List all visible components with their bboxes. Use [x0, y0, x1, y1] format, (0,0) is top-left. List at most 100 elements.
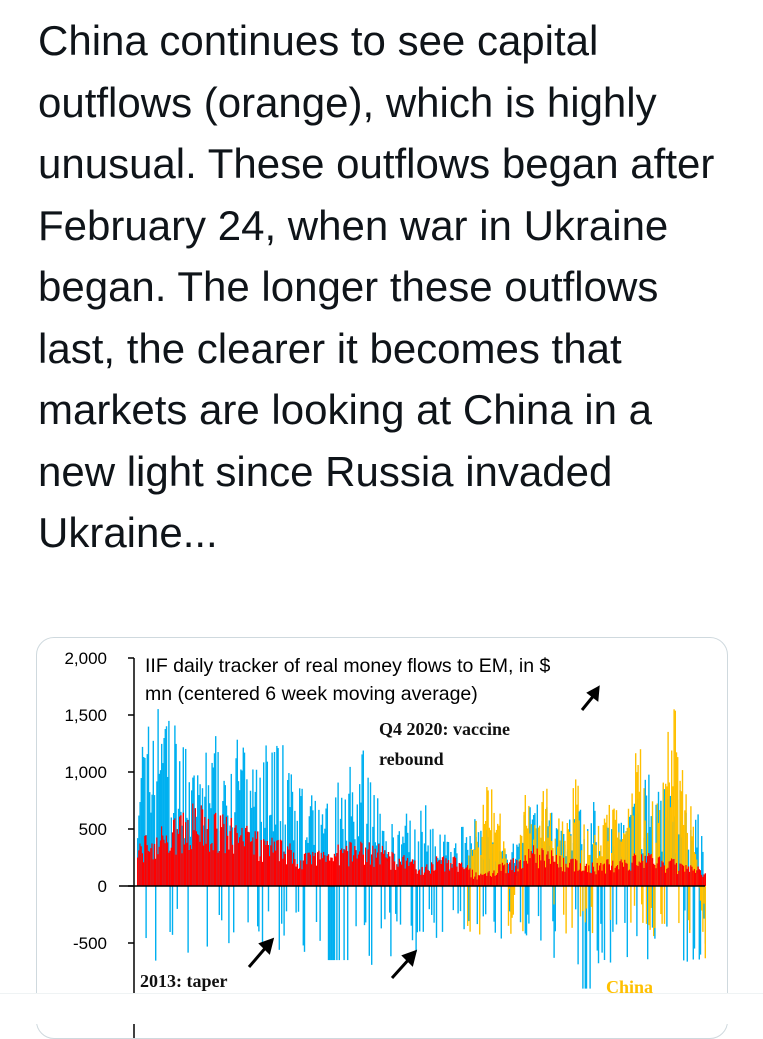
flow-bar: [145, 886, 146, 938]
flow-bar: [551, 850, 552, 886]
flow-bar: [441, 864, 442, 886]
flow-bar: [161, 826, 162, 886]
flow-bar: [307, 853, 308, 886]
flow-bar: [585, 866, 586, 886]
flow-bar: [505, 873, 506, 886]
flow-bar: [215, 813, 216, 886]
flow-bar: [630, 871, 631, 886]
flow-bar: [685, 865, 686, 886]
flow-bar: [328, 886, 329, 960]
flow-bar: [474, 877, 475, 886]
flow-bar: [678, 886, 679, 923]
flow-bar: [612, 861, 613, 886]
flow-bar: [484, 874, 485, 886]
flow-bar: [166, 836, 167, 886]
flow-bar: [469, 868, 470, 886]
flow-bar: [514, 886, 515, 895]
flow-bar: [210, 844, 211, 886]
flow-bar: [145, 835, 146, 886]
flow-bar: [384, 886, 385, 919]
flow-bar: [425, 867, 426, 886]
flow-bar: [634, 854, 635, 886]
flow-bar: [507, 863, 508, 886]
flow-bar: [221, 827, 222, 886]
flow-bar: [233, 886, 234, 932]
flow-bar: [700, 870, 701, 886]
flow-bar: [150, 848, 151, 886]
flow-bar: [573, 859, 574, 886]
flow-bar: [485, 886, 486, 914]
flow-bar: [442, 886, 443, 932]
flow-bar: [623, 867, 624, 886]
flow-bar: [593, 867, 594, 886]
flow-bar: [497, 873, 498, 886]
chart-image[interactable]: 2,000 1,500 1,000 500 0 -500 IIF daily t…: [36, 637, 728, 1039]
flow-bar: [395, 886, 396, 914]
flow-bar: [460, 886, 461, 911]
flow-bar: [303, 860, 304, 886]
flow-bar: [269, 856, 270, 886]
flow-bar: [641, 854, 642, 886]
flow-bar: [227, 836, 228, 886]
flow-bar: [157, 854, 158, 886]
flow-bar: [439, 860, 440, 886]
flow-bar: [569, 863, 570, 886]
flow-bar: [553, 862, 554, 886]
flow-bar: [465, 868, 466, 886]
flow-bar: [610, 886, 611, 920]
flow-bar: [250, 842, 251, 886]
flow-bar: [283, 852, 284, 886]
flow-bar: [365, 848, 366, 886]
arrow-icon: [392, 952, 415, 978]
flow-bar: [448, 860, 449, 886]
flow-bar: [280, 840, 281, 886]
flow-bar: [139, 844, 140, 886]
flow-bar: [612, 886, 613, 932]
flow-bar: [450, 863, 451, 886]
flow-bar: [670, 861, 671, 886]
flow-bar: [559, 856, 560, 886]
flow-bar: [616, 866, 617, 886]
flow-bar: [436, 856, 437, 886]
flow-bar: [665, 873, 666, 886]
flow-bar: [187, 886, 188, 953]
flow-bar: [381, 852, 382, 886]
flow-bar: [675, 711, 676, 886]
flow-bar: [281, 886, 282, 924]
flow-bar: [370, 865, 371, 886]
flow-bar: [611, 866, 612, 886]
flow-bar: [427, 870, 428, 886]
flow-bar: [495, 886, 496, 933]
flow-bar: [621, 859, 622, 886]
flow-bar: [588, 865, 589, 886]
flow-bar: [538, 886, 539, 916]
flow-bar: [190, 845, 191, 886]
flow-bar: [469, 886, 470, 932]
flow-bar: [479, 886, 480, 934]
flow-bar: [325, 862, 326, 886]
y-tick-label: -500: [73, 934, 107, 953]
flow-bar: [631, 863, 632, 886]
flow-bar: [249, 832, 250, 886]
flow-bar: [679, 863, 680, 886]
flow-bar: [433, 871, 434, 886]
flow-bar: [202, 809, 203, 886]
flow-bar: [487, 790, 488, 886]
flow-bar: [327, 856, 328, 886]
flow-bar: [423, 875, 424, 886]
flow-bar: [634, 886, 635, 906]
flow-bar: [310, 855, 311, 886]
flow-bar: [402, 857, 403, 886]
flow-bar: [430, 874, 431, 886]
flow-bar: [162, 835, 163, 886]
flow-bar: [659, 857, 660, 886]
flow-bar: [220, 815, 221, 886]
flow-bar: [153, 859, 154, 886]
flow-bar: [555, 862, 556, 886]
flow-bar: [487, 872, 488, 886]
flow-bar: [510, 860, 511, 886]
flow-bar: [477, 880, 478, 886]
flow-bar: [401, 865, 402, 886]
flow-bar: [598, 886, 599, 963]
flow-bar: [589, 886, 590, 989]
